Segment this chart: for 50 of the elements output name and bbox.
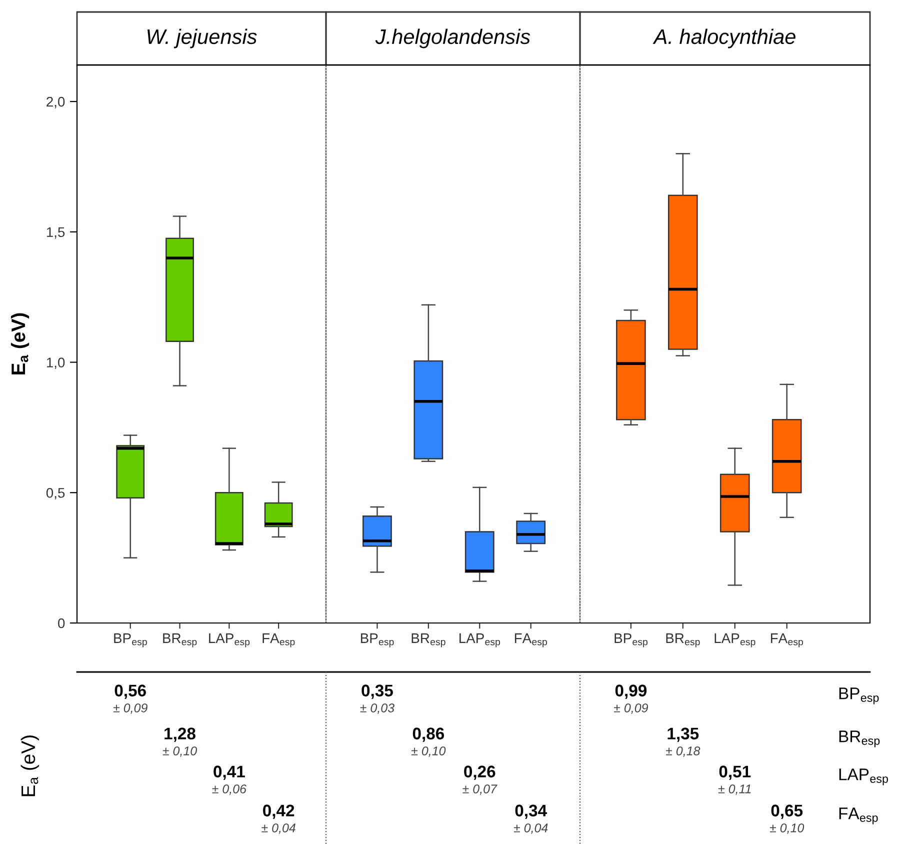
text: 0,35: [362, 684, 393, 699]
text: 1,35: [668, 728, 699, 742]
text: 0,51: [719, 766, 751, 780]
text: ± 0,04: [262, 824, 296, 834]
x-tick-label: BR$_{esp}$: [666, 633, 700, 648]
text: ± 0,10: [770, 824, 804, 834]
y-tick-label: 0: [58, 618, 65, 628]
text: ± 0,09: [113, 704, 148, 714]
x-tick-label: FA$_{esp}$: [770, 633, 803, 648]
text: ± 0,10: [411, 746, 446, 757]
y-tick-label: 2,0: [46, 96, 65, 108]
text: 0,56: [114, 684, 146, 699]
y-tick-label: 1,0: [46, 358, 65, 370]
x-tick-label: BP$_{esp}$: [614, 633, 648, 648]
text: ± 0,10: [162, 746, 197, 757]
text: 1,28: [164, 728, 196, 742]
x-tick-label: FA$_{esp}$: [262, 633, 295, 648]
text: ± 0,09: [614, 704, 648, 714]
text: 0,86: [412, 728, 444, 742]
x-tick-label: FA$_{esp}$: [514, 633, 547, 648]
text: 0,41: [214, 766, 245, 780]
chart-title: J.helgolandensis: [375, 28, 530, 48]
x-tick-label: BP$_{esp}$: [114, 633, 147, 648]
text: ± 0,11: [718, 784, 751, 795]
text: ± 0,04: [514, 824, 548, 834]
text: BR$_{esp}$: [839, 730, 880, 748]
text: 0,65: [771, 804, 803, 819]
text: 0,26: [464, 766, 496, 780]
chart-title: A. halocynthiae: [652, 28, 796, 48]
text: 0,99: [615, 684, 647, 699]
text: ± 0,03: [360, 704, 394, 714]
text: ± 0,06: [212, 784, 246, 795]
text: ± 0,18: [666, 746, 700, 757]
text: 0,34: [515, 804, 547, 819]
y-tick-label: 1,5: [46, 227, 65, 239]
text: E$_{a}$ (eV): [20, 736, 39, 796]
y-tick-label: 0,5: [46, 488, 65, 500]
x-tick-label: LAP$_{esp}$: [209, 633, 250, 648]
chart-title: W. jejuensis: [148, 28, 257, 48]
text: FA$_{esp}$: [839, 808, 878, 824]
y-axis-title: E$_{a}$ (eV): [10, 313, 30, 374]
text: ± 0,07: [462, 784, 498, 795]
x-tick-label: BP$_{esp}$: [360, 633, 394, 648]
x-tick-label: LAP$_{esp}$: [460, 633, 500, 648]
x-tick-label: BR$_{esp}$: [412, 633, 446, 648]
x-tick-label: LAP$_{esp}$: [714, 633, 756, 648]
text: LAP$_{esp}$: [839, 768, 888, 786]
text: BP$_{esp}$: [839, 688, 879, 704]
x-tick-label: BR$_{esp}$: [163, 633, 197, 648]
text: 0,42: [263, 804, 294, 819]
